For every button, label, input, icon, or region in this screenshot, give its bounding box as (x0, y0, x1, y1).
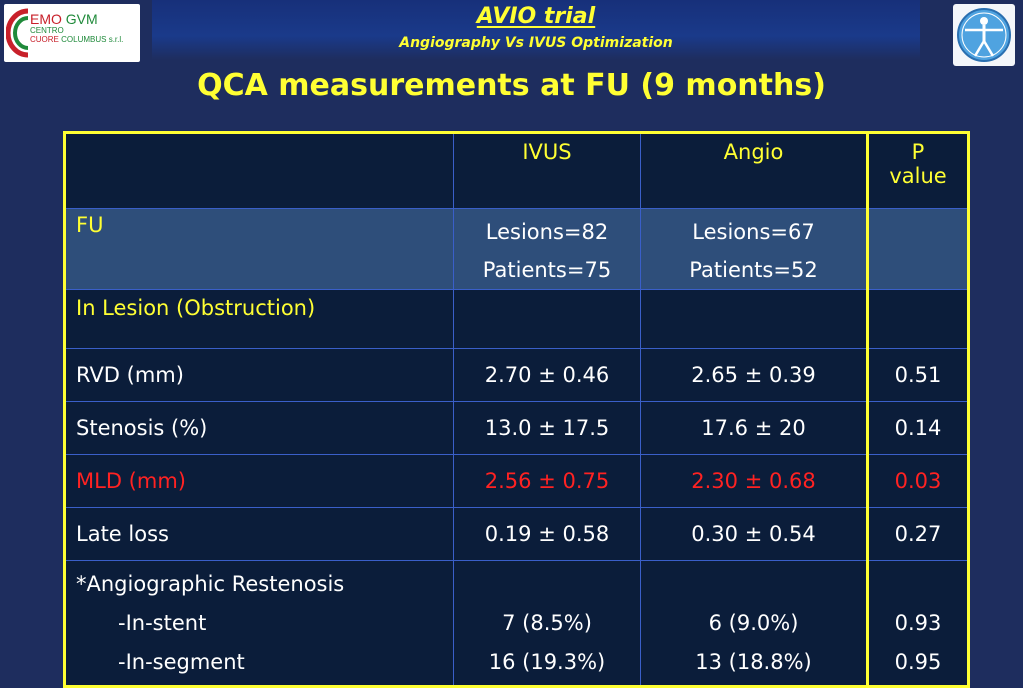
slide-heading: QCA measurements at FU (9 months) (197, 68, 826, 103)
row-ivus: 2.56 ± 0.75 (453, 454, 641, 508)
table-row-restenosis: *Angiographic Restenosis -In-stent -In-s… (64, 560, 969, 687)
fu-ivus-cell: Lesions=82 Patients=75 (453, 208, 641, 290)
row-label: RVD (mm) (64, 348, 454, 402)
table-row: RVD (mm) 2.70 ± 0.46 2.65 ± 0.39 0.51 (64, 348, 969, 402)
fu-angio-cell: Lesions=67 Patients=52 (640, 208, 869, 290)
page-title: AVIO trial (476, 4, 596, 29)
table-row-section: In Lesion (Obstruction) (64, 289, 969, 349)
row-label: Stenosis (%) (64, 401, 454, 455)
restenosis-p-cell: 0.93 0.95 (867, 560, 969, 687)
vitruvian-man-icon (953, 4, 1015, 66)
row-ivus: 0.19 ± 0.58 (453, 507, 641, 561)
restenosis-ivus-cell: 7 (8.5%) 16 (19.3%) (453, 560, 641, 687)
in-segment-angio: 13 (18.8%) (695, 650, 812, 674)
column-header-p-value: P value (867, 132, 969, 209)
qca-table: IVUS Angio P value FU Lesions=82 Patient… (63, 131, 970, 688)
logo-line1-red: EMO (30, 11, 62, 27)
in-stent-angio: 6 (9.0%) (708, 611, 799, 635)
row-angio: 17.6 ± 20 (640, 401, 869, 455)
in-segment-label: -In-segment (118, 650, 245, 674)
fu-angio-lesions: Lesions=67 (692, 220, 815, 244)
in-stent-ivus: 7 (8.5%) (502, 611, 592, 635)
in-segment-p: 0.95 (894, 650, 942, 674)
restenosis-label: *Angiographic Restenosis (76, 572, 345, 596)
logo-line3-green: COLUMBUS s.r.l. (61, 35, 124, 45)
section-empty-angio (640, 289, 869, 349)
table-row: Stenosis (%) 13.0 ± 17.5 17.6 ± 20 0.14 (64, 401, 969, 455)
section-label: In Lesion (Obstruction) (64, 289, 454, 349)
in-stent-p: 0.93 (894, 611, 942, 635)
restenosis-label-cell: *Angiographic Restenosis -In-stent -In-s… (64, 560, 454, 687)
restenosis-angio-cell: 6 (9.0%) 13 (18.8%) (640, 560, 869, 687)
section-empty-ivus (453, 289, 641, 349)
row-p: 0.51 (867, 348, 969, 402)
fu-ivus-lesions: Lesions=82 (485, 220, 609, 244)
section-empty-p (867, 289, 969, 349)
p-header-line2: value (889, 164, 947, 188)
row-angio: 0.30 ± 0.54 (640, 507, 869, 561)
row-p: 0.03 (867, 454, 969, 508)
table-row-highlighted: MLD (mm) 2.56 ± 0.75 2.30 ± 0.68 0.03 (64, 454, 969, 508)
row-angio: 2.30 ± 0.68 (640, 454, 869, 508)
row-ivus: 2.70 ± 0.46 (453, 348, 641, 402)
row-ivus: 13.0 ± 17.5 (453, 401, 641, 455)
row-label: MLD (mm) (64, 454, 454, 508)
title-band (152, 0, 920, 60)
fu-ivus-patients: Patients=75 (482, 258, 612, 282)
table-header-row: IVUS Angio P value (64, 132, 969, 209)
in-stent-label: -In-stent (118, 611, 207, 635)
logo-arc-icon (6, 8, 29, 58)
table-row: Late loss 0.19 ± 0.58 0.30 ± 0.54 0.27 (64, 507, 969, 561)
row-angio: 2.65 ± 0.39 (640, 348, 869, 402)
p-header-line1: P (911, 140, 925, 164)
row-p: 0.14 (867, 401, 969, 455)
in-segment-ivus: 16 (19.3%) (488, 650, 606, 674)
row-label: Late loss (64, 507, 454, 561)
header-empty-cell (64, 132, 454, 209)
fu-p-cell (867, 208, 969, 290)
fu-angio-patients: Patients=52 (689, 258, 818, 282)
logo-line2: CENTRO (30, 26, 64, 36)
emo-gvm-logo: EMO GVM CENTRO CUORE COLUMBUS s.r.l. (4, 4, 140, 62)
logo-line1-green: GVM (65, 11, 98, 27)
page-subtitle: Angiography Vs IVUS Optimization (399, 35, 673, 51)
table-row-fu: FU Lesions=82 Patients=75 Lesions=67 Pat… (64, 208, 969, 290)
fu-label: FU (64, 208, 454, 290)
column-header-angio: Angio (640, 132, 869, 209)
column-header-ivus: IVUS (453, 132, 641, 209)
row-p: 0.27 (867, 507, 969, 561)
logo-line3-red: CUORE (30, 35, 59, 45)
